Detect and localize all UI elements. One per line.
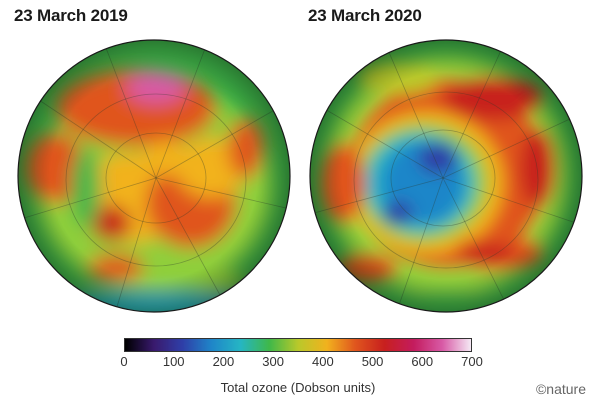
panel-title-2020: 23 March 2020: [308, 6, 422, 25]
colorbar-tick: 600: [411, 354, 434, 369]
colorbar-tick: 500: [361, 354, 384, 369]
colorbar: 0 100 200 300 400 500 600 700: [120, 338, 483, 372]
colorbar-tick: 100: [162, 354, 185, 369]
colorbar-tick: 200: [212, 354, 235, 369]
colorbar-tick: 0: [120, 354, 128, 369]
panel-title-2019: 23 March 2019: [14, 6, 128, 25]
ozone-map-2019: [16, 38, 292, 319]
ozone-map-2020: [308, 38, 584, 319]
colorbar-tick: 700: [461, 354, 483, 369]
colorbar-ticks: 0 100 200 300 400 500 600 700: [120, 354, 482, 372]
colorbar-gradient: [124, 338, 472, 352]
colorbar-label: Total ozone (Dobson units): [220, 380, 376, 395]
nature-credit: ©nature: [535, 381, 586, 397]
colorbar-tick: 400: [311, 354, 334, 369]
colorbar-tick: 300: [262, 354, 284, 369]
